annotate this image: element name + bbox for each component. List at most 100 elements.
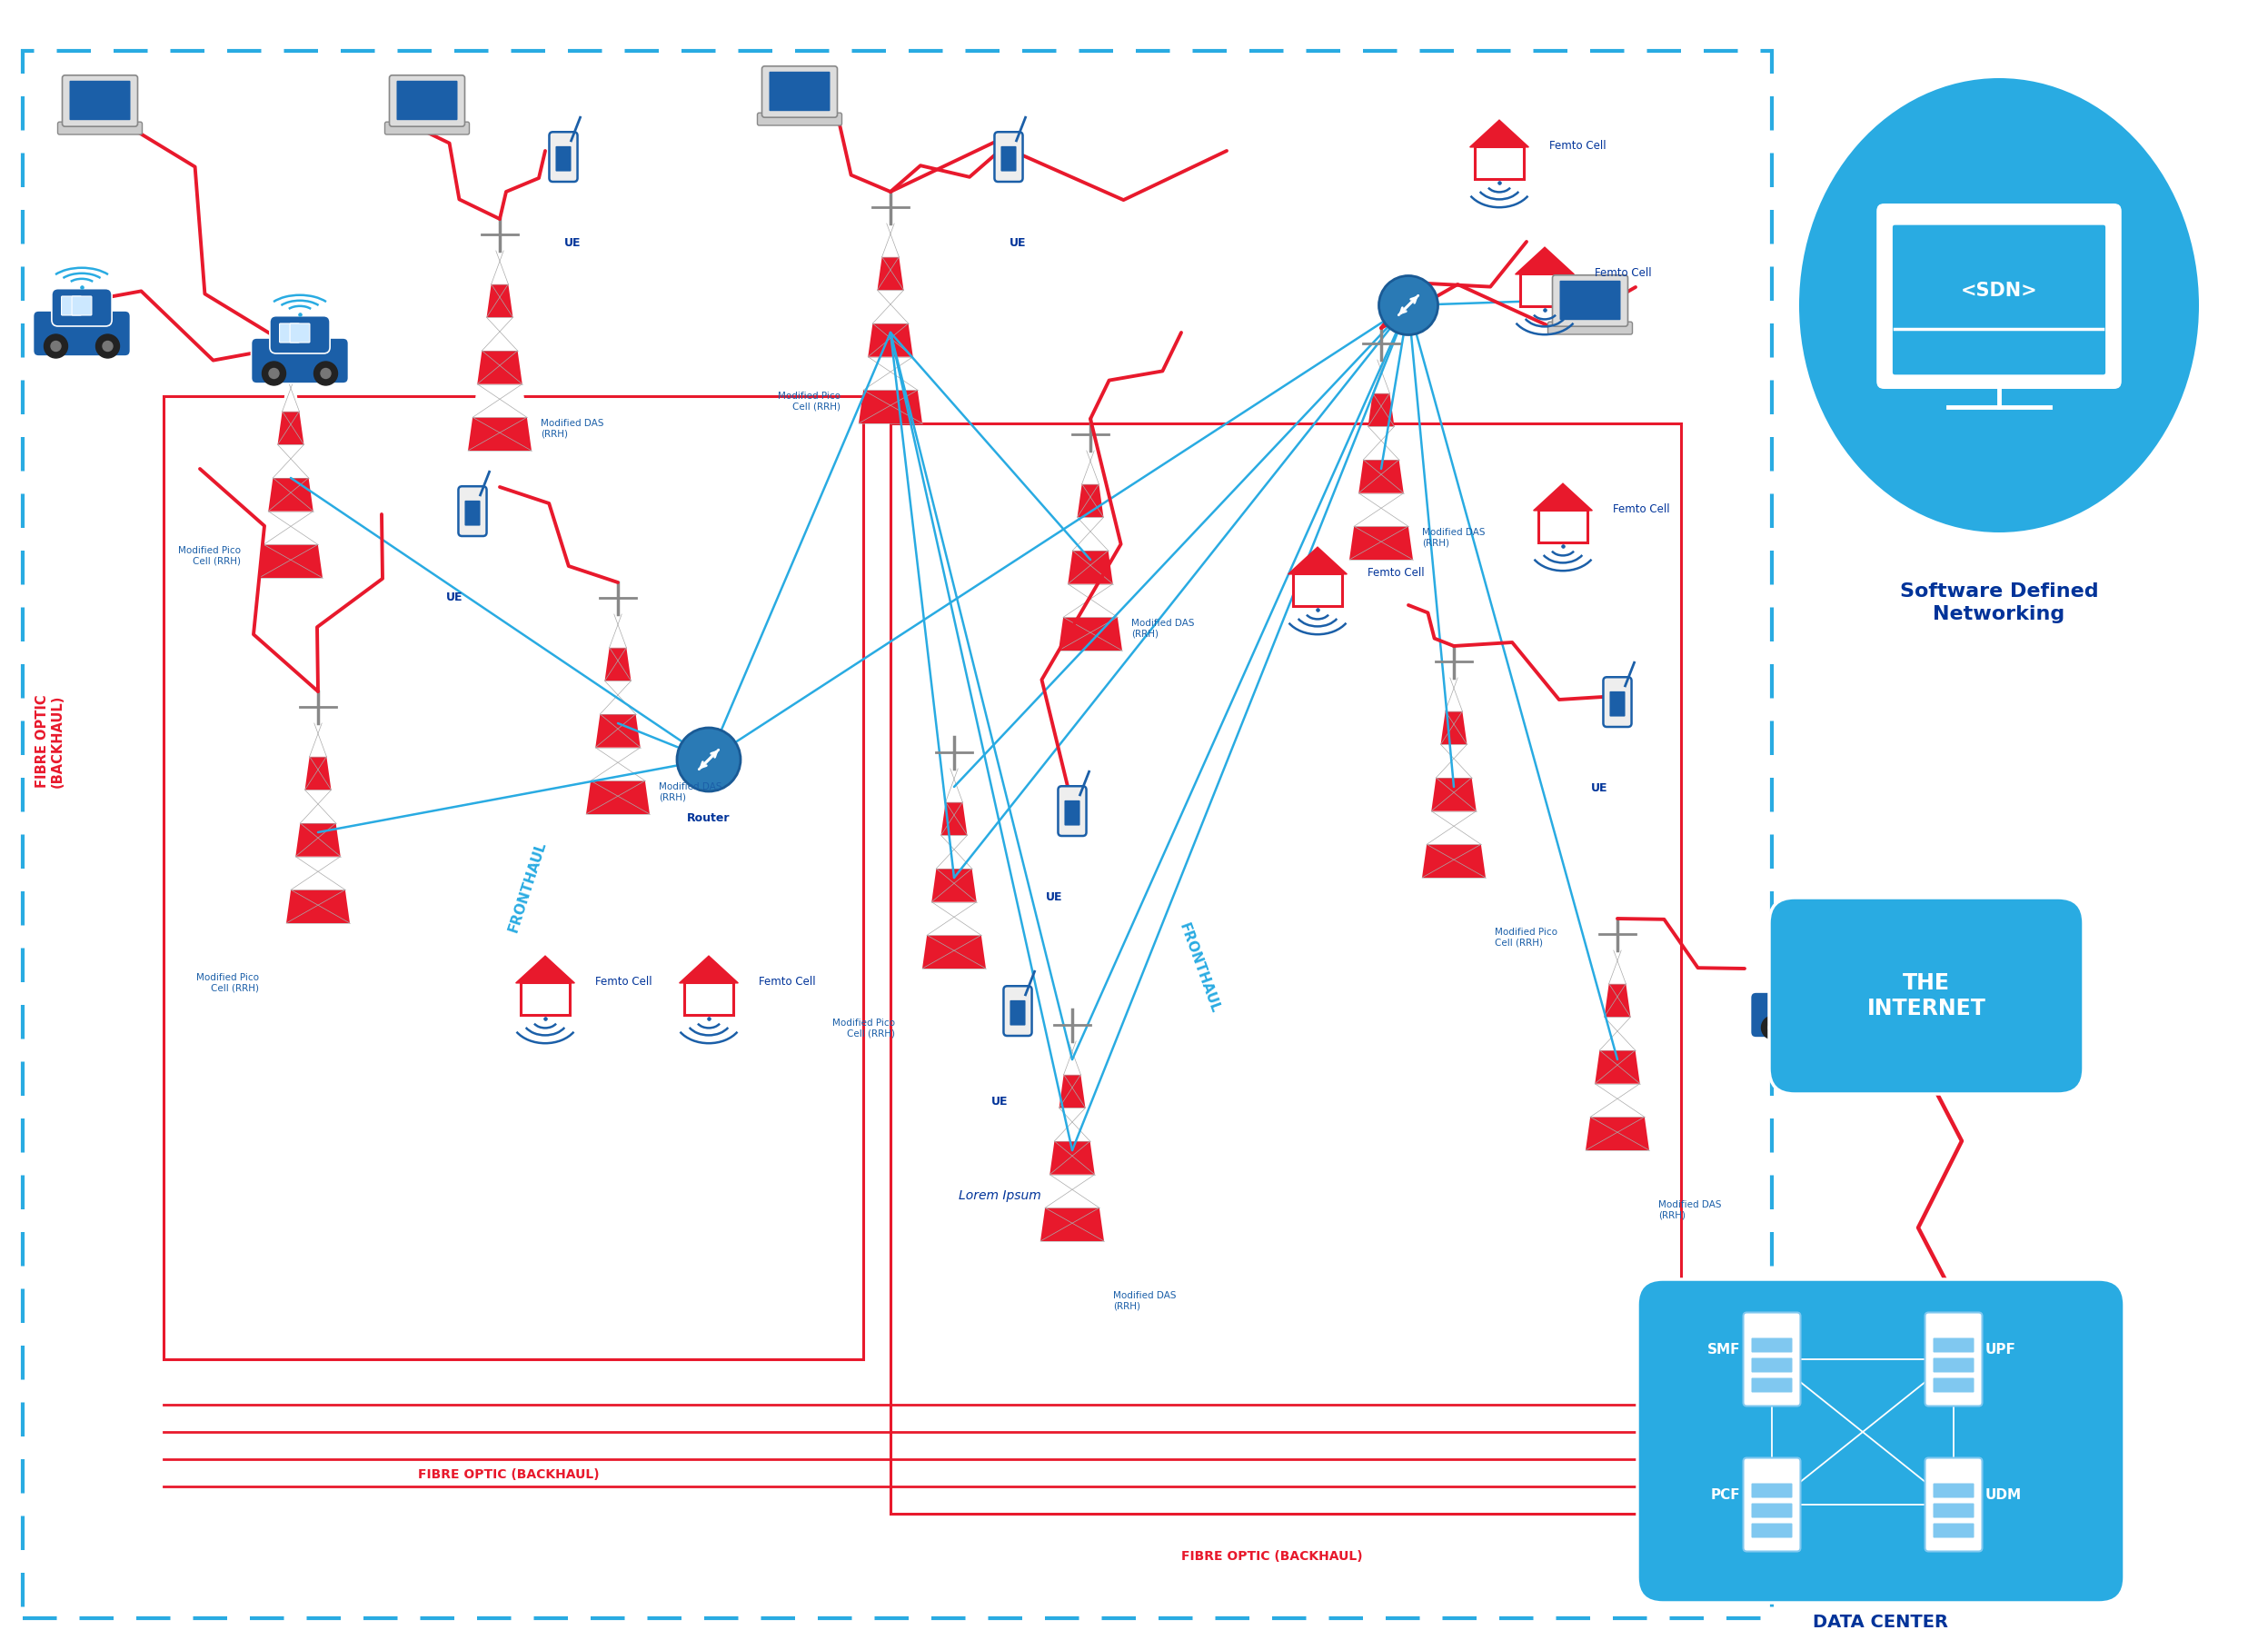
Circle shape bbox=[1769, 1023, 1778, 1033]
Polygon shape bbox=[1082, 450, 1100, 483]
Polygon shape bbox=[1603, 983, 1631, 1016]
Polygon shape bbox=[1068, 551, 1114, 584]
Polygon shape bbox=[476, 351, 522, 384]
FancyBboxPatch shape bbox=[1059, 785, 1086, 837]
Polygon shape bbox=[259, 544, 322, 577]
Text: Router: Router bbox=[687, 812, 730, 823]
Polygon shape bbox=[1064, 584, 1118, 617]
Polygon shape bbox=[923, 936, 987, 969]
FancyBboxPatch shape bbox=[1520, 274, 1569, 307]
FancyBboxPatch shape bbox=[1610, 691, 1626, 716]
FancyBboxPatch shape bbox=[252, 338, 349, 383]
Polygon shape bbox=[590, 747, 644, 780]
Polygon shape bbox=[277, 411, 304, 444]
FancyBboxPatch shape bbox=[1932, 1523, 1973, 1538]
FancyBboxPatch shape bbox=[1926, 1312, 1982, 1406]
Text: UPF: UPF bbox=[1984, 1343, 2016, 1356]
Text: UDM: UDM bbox=[1984, 1488, 2021, 1503]
Text: DATA CENTER: DATA CENTER bbox=[1812, 1614, 1948, 1630]
Text: Modified DAS
(RRH): Modified DAS (RRH) bbox=[1658, 1200, 1721, 1219]
FancyBboxPatch shape bbox=[1751, 1338, 1792, 1353]
Text: Femto Cell: Femto Cell bbox=[1613, 503, 1669, 515]
Polygon shape bbox=[1368, 393, 1395, 426]
Text: UE: UE bbox=[1009, 238, 1025, 249]
Polygon shape bbox=[1050, 1142, 1095, 1175]
Polygon shape bbox=[873, 290, 907, 323]
Polygon shape bbox=[932, 868, 978, 903]
FancyBboxPatch shape bbox=[1538, 510, 1588, 543]
FancyBboxPatch shape bbox=[270, 315, 329, 353]
Polygon shape bbox=[1363, 426, 1399, 460]
Bar bbox=[163, 396, 864, 1360]
Text: <SDN>: <SDN> bbox=[1960, 282, 2037, 300]
Polygon shape bbox=[1422, 845, 1486, 878]
FancyBboxPatch shape bbox=[390, 76, 465, 127]
Polygon shape bbox=[272, 444, 308, 478]
Circle shape bbox=[1819, 1023, 1830, 1033]
FancyBboxPatch shape bbox=[519, 982, 569, 1015]
Circle shape bbox=[676, 728, 742, 792]
Text: UE: UE bbox=[1046, 891, 1061, 903]
Polygon shape bbox=[1354, 493, 1408, 526]
FancyBboxPatch shape bbox=[279, 323, 299, 343]
Text: UE: UE bbox=[447, 591, 463, 604]
Polygon shape bbox=[1059, 1074, 1086, 1107]
Polygon shape bbox=[1585, 1117, 1649, 1150]
FancyBboxPatch shape bbox=[1002, 987, 1032, 1036]
Text: Femto Cell: Femto Cell bbox=[760, 977, 816, 988]
Polygon shape bbox=[286, 889, 349, 922]
Polygon shape bbox=[268, 478, 313, 512]
Text: Modified Pico
Cell (RRH): Modified Pico Cell (RRH) bbox=[1495, 927, 1558, 947]
FancyBboxPatch shape bbox=[290, 323, 311, 343]
Polygon shape bbox=[1470, 120, 1529, 147]
FancyBboxPatch shape bbox=[1751, 992, 1848, 1038]
Polygon shape bbox=[864, 356, 919, 389]
Polygon shape bbox=[304, 757, 331, 790]
Polygon shape bbox=[295, 823, 340, 856]
Polygon shape bbox=[488, 284, 513, 317]
FancyBboxPatch shape bbox=[465, 500, 481, 526]
FancyBboxPatch shape bbox=[1932, 1378, 1973, 1393]
Circle shape bbox=[43, 335, 68, 358]
Text: SMF: SMF bbox=[1708, 1343, 1740, 1356]
Text: THE
INTERNET: THE INTERNET bbox=[1867, 972, 1987, 1020]
FancyBboxPatch shape bbox=[685, 982, 733, 1015]
Text: Modified Pico
Cell (RRH): Modified Pico Cell (RRH) bbox=[179, 546, 240, 566]
Polygon shape bbox=[869, 323, 914, 356]
FancyBboxPatch shape bbox=[1789, 978, 1810, 997]
Circle shape bbox=[50, 342, 61, 351]
Polygon shape bbox=[1055, 1107, 1091, 1142]
Polygon shape bbox=[1594, 1051, 1640, 1084]
FancyBboxPatch shape bbox=[57, 122, 143, 134]
Ellipse shape bbox=[1799, 78, 2200, 533]
Text: Modified DAS
(RRH): Modified DAS (RRH) bbox=[1422, 528, 1486, 548]
Polygon shape bbox=[263, 512, 318, 545]
Polygon shape bbox=[1077, 483, 1105, 518]
Text: UE: UE bbox=[991, 1096, 1007, 1107]
Text: FIBRE OPTIC (BACKHAUL): FIBRE OPTIC (BACKHAUL) bbox=[417, 1468, 599, 1482]
Circle shape bbox=[1812, 1016, 1837, 1040]
Polygon shape bbox=[1431, 777, 1476, 812]
FancyBboxPatch shape bbox=[34, 310, 129, 356]
Polygon shape bbox=[928, 903, 982, 936]
FancyBboxPatch shape bbox=[1751, 1503, 1792, 1518]
Polygon shape bbox=[1608, 950, 1626, 983]
Text: Femto Cell: Femto Cell bbox=[594, 977, 653, 988]
Polygon shape bbox=[492, 251, 508, 284]
Circle shape bbox=[313, 361, 338, 384]
FancyBboxPatch shape bbox=[70, 81, 129, 120]
FancyBboxPatch shape bbox=[1064, 800, 1080, 825]
FancyBboxPatch shape bbox=[1293, 573, 1343, 606]
FancyBboxPatch shape bbox=[1932, 1483, 1973, 1498]
Polygon shape bbox=[941, 802, 966, 835]
Circle shape bbox=[263, 361, 286, 384]
FancyBboxPatch shape bbox=[1547, 322, 1633, 335]
Text: Lorem Ipsum: Lorem Ipsum bbox=[959, 1190, 1041, 1203]
Polygon shape bbox=[680, 955, 737, 983]
FancyBboxPatch shape bbox=[1932, 1358, 1973, 1373]
Polygon shape bbox=[1041, 1208, 1105, 1241]
Text: Modified DAS
(RRH): Modified DAS (RRH) bbox=[1114, 1290, 1177, 1310]
Polygon shape bbox=[596, 714, 640, 747]
Text: FIBRE OPTIC (BACKHAUL): FIBRE OPTIC (BACKHAUL) bbox=[1182, 1549, 1363, 1563]
Text: Modified Pico
Cell (RRH): Modified Pico Cell (RRH) bbox=[832, 1018, 896, 1038]
